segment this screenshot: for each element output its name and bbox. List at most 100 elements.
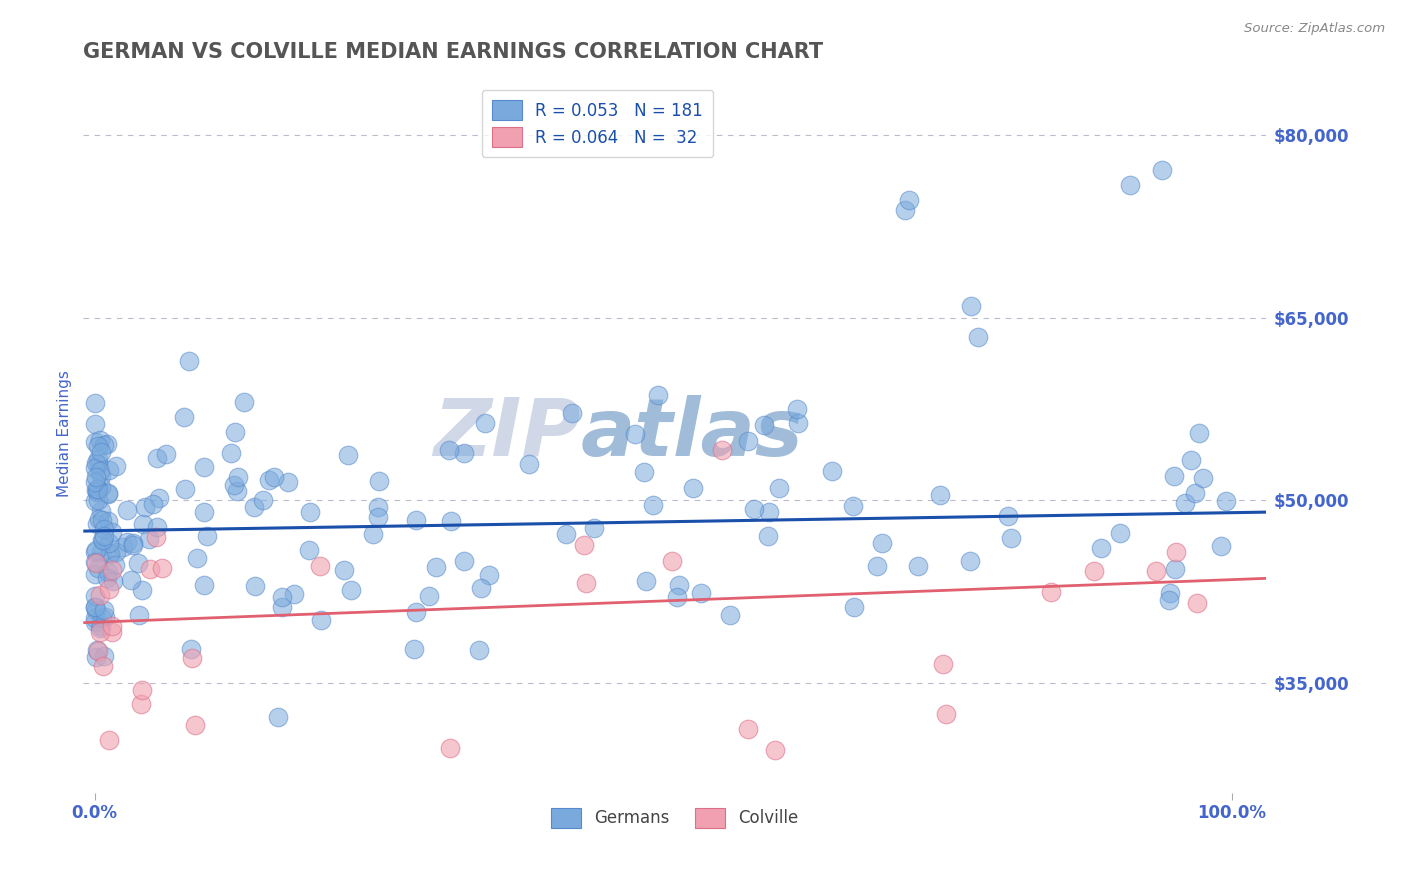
Point [193, 505, 215, 519]
Point [425, 560, 447, 574]
Point [737, 434, 759, 449]
Point [932, 657, 955, 672]
Point [405, 605, 427, 619]
Point [152, 560, 174, 574]
Point [86, 482, 108, 496]
Point [139, 562, 162, 576]
Point [91, 611, 114, 625]
Point [768, 481, 790, 495]
Point [93, 438, 115, 452]
Point [787, 416, 810, 430]
Point [583, 521, 606, 535]
Point [470, 581, 492, 595]
Point [299, 505, 322, 519]
Point [180, 641, 202, 656]
Point [84, 494, 107, 508]
Point [1090, 541, 1112, 555]
Point [439, 740, 461, 755]
Point [89, 588, 111, 602]
Point [86, 456, 108, 470]
Point [1185, 595, 1208, 609]
Point [226, 470, 249, 484]
Point [367, 509, 389, 524]
Point [242, 500, 264, 515]
Point [91, 533, 114, 547]
Point [1211, 539, 1233, 553]
Point [1040, 584, 1063, 599]
Point [89, 624, 111, 639]
Point [959, 554, 981, 568]
Point [93, 529, 115, 543]
Point [340, 582, 363, 597]
Point [641, 498, 664, 512]
Point [87, 451, 110, 466]
Point [83, 417, 105, 431]
Point [634, 574, 657, 588]
Point [257, 473, 280, 487]
Text: ZIP: ZIP [433, 394, 581, 473]
Point [93, 522, 115, 536]
Point [86, 439, 108, 453]
Point [404, 642, 426, 657]
Text: GERMAN VS COLVILLE MEDIAN EARNINGS CORRELATION CHART: GERMAN VS COLVILLE MEDIAN EARNINGS CORRE… [83, 42, 824, 62]
Point [96, 571, 118, 585]
Point [181, 651, 204, 665]
Point [437, 442, 460, 457]
Point [1109, 526, 1132, 541]
Point [83, 435, 105, 450]
Point [561, 405, 583, 419]
Point [104, 459, 127, 474]
Point [453, 554, 475, 568]
Point [478, 567, 501, 582]
Point [83, 475, 105, 490]
Point [142, 497, 165, 511]
Point [763, 743, 786, 757]
Point [1184, 485, 1206, 500]
Point [173, 410, 195, 425]
Point [84, 543, 107, 558]
Point [98, 463, 121, 477]
Point [104, 545, 127, 559]
Point [145, 520, 167, 534]
Point [224, 425, 246, 440]
Point [117, 503, 139, 517]
Point [453, 445, 475, 459]
Point [842, 499, 865, 513]
Legend: Germans, Colville: Germans, Colville [544, 801, 806, 835]
Point [86, 561, 108, 575]
Point [361, 527, 384, 541]
Point [87, 492, 110, 507]
Point [177, 354, 200, 368]
Point [111, 540, 134, 554]
Point [233, 394, 256, 409]
Point [1159, 585, 1181, 599]
Point [367, 500, 389, 514]
Point [665, 590, 688, 604]
Point [97, 514, 120, 528]
Point [929, 488, 952, 502]
Point [131, 582, 153, 597]
Point [907, 559, 929, 574]
Point [219, 445, 242, 459]
Point [89, 621, 111, 635]
Point [90, 544, 112, 558]
Point [84, 460, 107, 475]
Point [742, 501, 765, 516]
Point [91, 658, 114, 673]
Point [737, 722, 759, 736]
Point [1174, 496, 1197, 510]
Point [718, 608, 741, 623]
Point [86, 643, 108, 657]
Point [1083, 564, 1105, 578]
Point [959, 299, 981, 313]
Point [870, 536, 893, 550]
Point [84, 600, 107, 615]
Point [145, 531, 167, 545]
Point [83, 396, 105, 410]
Point [184, 717, 207, 731]
Point [1180, 452, 1202, 467]
Point [555, 527, 578, 541]
Point [195, 529, 218, 543]
Point [155, 447, 177, 461]
Point [710, 442, 733, 457]
